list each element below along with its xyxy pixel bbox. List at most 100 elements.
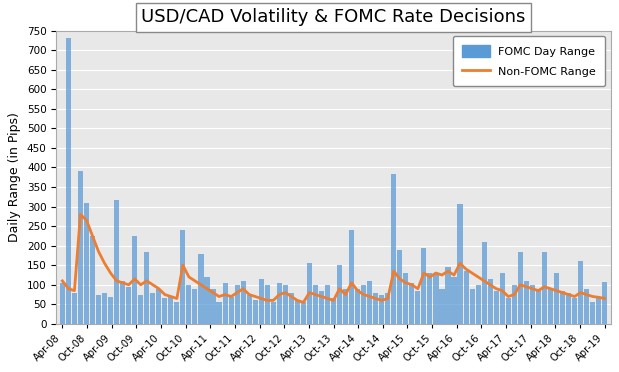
Bar xyxy=(138,295,143,324)
Bar xyxy=(530,285,535,324)
Bar xyxy=(144,251,149,324)
Bar xyxy=(156,289,162,324)
Bar xyxy=(235,285,240,324)
Bar xyxy=(331,298,336,324)
Non-FOMC Range xyxy=(529,286,536,291)
Bar xyxy=(536,289,541,324)
Bar xyxy=(415,291,420,324)
Bar xyxy=(222,283,228,324)
Bar xyxy=(482,242,487,324)
Bar xyxy=(596,296,601,324)
Bar xyxy=(193,289,197,324)
Bar xyxy=(132,236,137,324)
Bar xyxy=(506,298,511,324)
Bar xyxy=(199,254,204,324)
Bar xyxy=(102,293,107,324)
Bar xyxy=(126,287,131,324)
Bar xyxy=(289,293,294,324)
Y-axis label: Daily Range (in Pips): Daily Range (in Pips) xyxy=(8,112,21,242)
Bar xyxy=(319,291,324,324)
Bar xyxy=(391,174,396,324)
Bar xyxy=(295,301,300,324)
Bar xyxy=(175,302,180,324)
Bar xyxy=(265,285,270,324)
Bar xyxy=(72,293,77,324)
Non-FOMC Range xyxy=(300,300,307,305)
Bar xyxy=(168,296,173,324)
Bar xyxy=(524,281,529,324)
Bar xyxy=(162,298,167,324)
Bar xyxy=(457,204,462,324)
Bar xyxy=(422,248,426,324)
Bar xyxy=(307,263,312,324)
Bar xyxy=(500,273,504,324)
Bar xyxy=(283,285,288,324)
Line: Non-FOMC Range: Non-FOMC Range xyxy=(63,214,605,302)
Bar xyxy=(451,277,457,324)
Bar xyxy=(560,291,565,324)
Bar xyxy=(90,236,95,324)
Bar xyxy=(277,283,282,324)
Bar xyxy=(542,251,547,324)
Bar xyxy=(241,281,246,324)
Non-FOMC Range xyxy=(131,277,139,281)
Non-FOMC Range xyxy=(191,279,199,283)
Bar xyxy=(204,277,210,324)
Bar xyxy=(385,293,391,324)
Bar xyxy=(84,203,89,324)
Bar xyxy=(120,281,125,324)
Bar xyxy=(566,293,571,324)
Bar xyxy=(433,273,438,324)
Bar xyxy=(397,250,402,324)
Bar xyxy=(409,283,414,324)
Bar xyxy=(470,289,475,324)
Bar xyxy=(590,302,595,324)
Bar xyxy=(343,289,348,324)
Bar xyxy=(228,296,233,324)
Bar xyxy=(572,298,577,324)
Bar xyxy=(361,285,366,324)
Non-FOMC Range xyxy=(77,212,84,217)
Non-FOMC Range xyxy=(203,286,210,291)
Bar xyxy=(246,295,252,324)
Bar xyxy=(253,301,258,324)
Non-FOMC Range xyxy=(59,279,66,283)
Bar xyxy=(60,283,65,324)
Non-FOMC Range xyxy=(384,296,391,301)
Title: USD/CAD Volatility & FOMC Rate Decisions: USD/CAD Volatility & FOMC Rate Decisions xyxy=(141,8,526,26)
Bar xyxy=(150,293,155,324)
Bar xyxy=(259,279,264,324)
Bar xyxy=(108,296,113,324)
Bar xyxy=(313,285,318,324)
Bar xyxy=(446,267,451,324)
Bar xyxy=(584,289,589,324)
Bar xyxy=(301,302,306,324)
Bar xyxy=(367,281,372,324)
Bar xyxy=(217,302,222,324)
Bar xyxy=(373,293,378,324)
Bar xyxy=(403,273,409,324)
Bar xyxy=(96,295,101,324)
Bar xyxy=(578,261,583,324)
Bar xyxy=(488,279,493,324)
Bar xyxy=(439,289,444,324)
Bar xyxy=(475,285,481,324)
Bar xyxy=(271,302,276,324)
Bar xyxy=(379,295,384,324)
Bar xyxy=(210,289,215,324)
Bar xyxy=(337,265,342,324)
Bar xyxy=(517,251,523,324)
Bar xyxy=(355,289,360,324)
Bar xyxy=(325,285,330,324)
Bar xyxy=(349,230,354,324)
Bar xyxy=(493,291,499,324)
Non-FOMC Range xyxy=(595,295,602,299)
Bar xyxy=(512,285,517,324)
Bar xyxy=(548,289,553,324)
Bar xyxy=(78,171,83,324)
Bar xyxy=(186,285,191,324)
Bar xyxy=(554,273,559,324)
Bar xyxy=(464,271,469,324)
Bar xyxy=(66,38,71,324)
Bar xyxy=(602,282,607,324)
